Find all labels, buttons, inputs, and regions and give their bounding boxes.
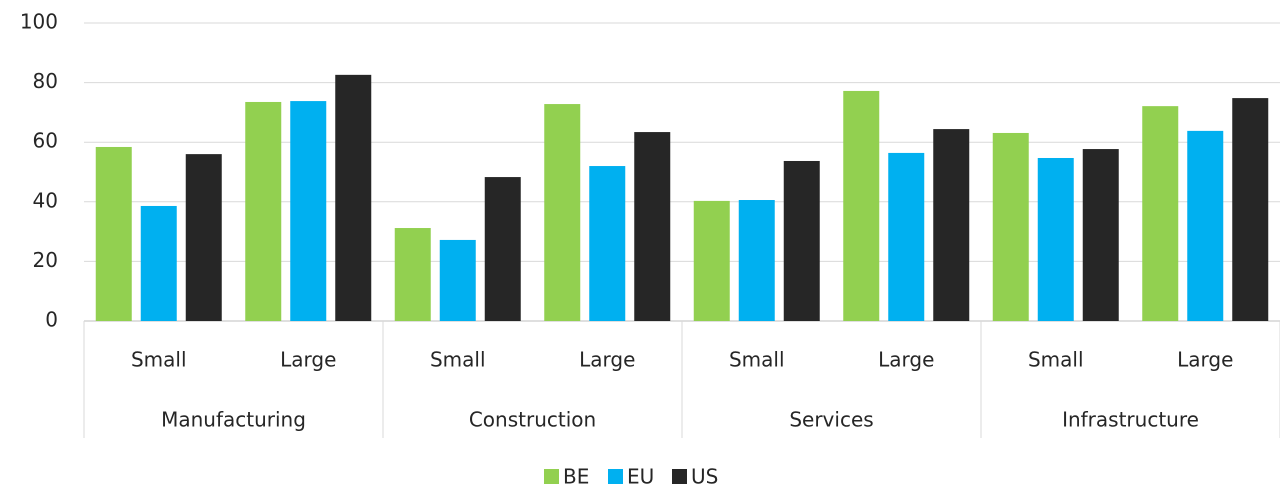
- bar: [484, 177, 521, 321]
- legend-label: BE: [563, 465, 589, 489]
- bar: [589, 166, 626, 321]
- group-label: Manufacturing: [161, 408, 306, 432]
- bar: [1037, 157, 1074, 321]
- group-label: Infrastructure: [1062, 408, 1199, 432]
- x-tick-label: Large: [579, 348, 635, 372]
- bar: [1082, 149, 1119, 321]
- bar: [693, 200, 730, 321]
- bar: [888, 152, 925, 321]
- y-tick-label: 60: [33, 129, 58, 153]
- legend-label: US: [691, 465, 718, 489]
- y-tick-label: 20: [33, 248, 58, 272]
- bar: [783, 160, 820, 321]
- legend-swatch: [608, 469, 623, 484]
- bar: [544, 104, 581, 321]
- bar: [933, 129, 970, 321]
- bar: [439, 239, 476, 321]
- bar: [394, 228, 431, 321]
- x-tick-label: Small: [1028, 348, 1084, 372]
- bar: [95, 146, 132, 321]
- x-tick-label: Small: [430, 348, 486, 372]
- bar: [290, 101, 327, 322]
- y-tick-label: 80: [33, 69, 58, 93]
- x-tick-label: Small: [729, 348, 785, 372]
- group-label: Construction: [469, 408, 596, 432]
- legend-swatch: [544, 469, 559, 484]
- y-tick-label: 40: [33, 188, 58, 212]
- x-tick-label: Small: [131, 348, 187, 372]
- x-tick-label: Large: [1177, 348, 1233, 372]
- bar: [992, 132, 1029, 321]
- legend-label: EU: [627, 465, 654, 489]
- bar: [1232, 98, 1269, 321]
- x-tick-label: Large: [280, 348, 336, 372]
- bar: [738, 200, 775, 321]
- group-label: Services: [789, 408, 873, 432]
- bar: [634, 132, 671, 321]
- bar: [185, 154, 222, 321]
- bar: [245, 101, 282, 321]
- bar: [335, 74, 372, 322]
- bar: [1187, 130, 1224, 321]
- bar: [140, 205, 177, 321]
- bar: [1142, 106, 1179, 321]
- legend-swatch: [672, 469, 687, 484]
- y-tick-label: 0: [45, 308, 58, 332]
- y-tick-label: 100: [20, 10, 58, 34]
- x-tick-label: Large: [878, 348, 934, 372]
- bar: [843, 90, 880, 321]
